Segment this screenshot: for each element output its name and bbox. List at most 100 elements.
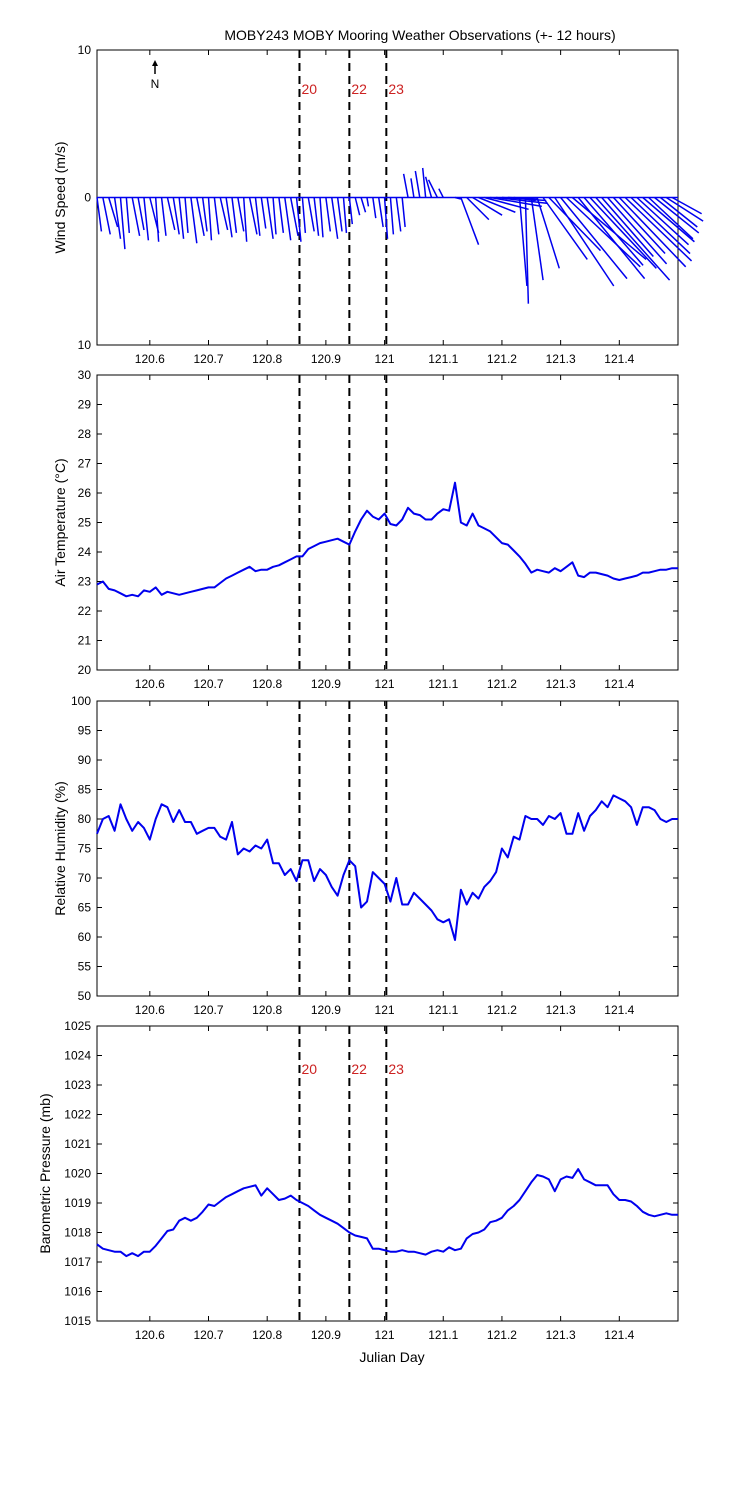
wind-vector xyxy=(642,196,695,243)
marker-label: 22 xyxy=(351,81,367,97)
x-tick-label: 120.7 xyxy=(193,352,223,366)
wind-vector xyxy=(307,197,315,232)
axes-box xyxy=(96,700,679,997)
marker-label: 20 xyxy=(301,81,317,97)
y-tick-label: 85 xyxy=(78,783,92,797)
wind-vector xyxy=(348,197,354,225)
wind-vector xyxy=(530,197,544,281)
series-line xyxy=(96,794,678,941)
wind-vector xyxy=(401,197,406,228)
y-tick-label: 75 xyxy=(78,842,92,856)
y-tick-label: 28 xyxy=(78,427,92,441)
y-tick-label: 65 xyxy=(78,901,92,915)
wind-vector xyxy=(636,196,690,246)
x-tick-label: 121.4 xyxy=(604,352,634,366)
wind-vector xyxy=(225,197,233,238)
y-tick-label: 1021 xyxy=(64,1137,91,1151)
wind-vector xyxy=(595,197,671,281)
wind-vector xyxy=(213,197,220,235)
x-tick-label: 120.8 xyxy=(252,1328,282,1342)
wind-vector xyxy=(295,197,302,242)
x-tick-label: 121.3 xyxy=(546,677,576,691)
y-tick-label: 10 xyxy=(78,338,92,352)
y-tick-label: 55 xyxy=(78,960,92,974)
y-tick-label: 95 xyxy=(78,724,92,738)
y-tick-label: 1019 xyxy=(64,1196,91,1210)
y-tick-label: 24 xyxy=(78,545,92,559)
wind-vector xyxy=(242,197,248,242)
x-tick-label: 120.8 xyxy=(252,352,282,366)
wind-vector xyxy=(659,196,698,228)
wind-vector xyxy=(342,197,348,233)
y-tick-label: 1018 xyxy=(64,1226,91,1240)
panel-4: 120.6 120.7 120.8 120.9 121 121.1 121.2 121.3 12… xyxy=(37,1019,679,1342)
wind-vector xyxy=(196,197,205,236)
x-tick-label: 121.1 xyxy=(428,1328,458,1342)
wind-vector xyxy=(184,197,189,233)
marker-label: 23 xyxy=(388,1061,404,1077)
wind-vector xyxy=(427,179,439,198)
y-tick-label: 1024 xyxy=(64,1049,91,1063)
wind-vector xyxy=(102,197,111,235)
wind-vector xyxy=(618,196,687,268)
wind-vector xyxy=(402,173,409,198)
wind-vector xyxy=(125,197,131,233)
wind-vector xyxy=(607,197,668,265)
wind-vector xyxy=(178,197,185,239)
wind-vector xyxy=(478,196,516,213)
x-tick-label: 120.9 xyxy=(311,1328,341,1342)
y-tick-label: 29 xyxy=(78,398,92,412)
y-tick-label: 100 xyxy=(71,694,91,708)
wind-vector xyxy=(454,196,462,200)
wind-vector xyxy=(284,197,292,241)
wind-vector xyxy=(601,197,654,257)
y-tick-label: 25 xyxy=(78,516,92,530)
wind-vector xyxy=(518,197,528,287)
y-tick-label: 23 xyxy=(78,575,92,589)
y-axis-label: Wind Speed (m/s) xyxy=(52,141,68,253)
x-tick-label: 120.8 xyxy=(252,677,282,691)
wind-vector xyxy=(542,197,588,260)
axes-box xyxy=(96,374,679,671)
wind-vector xyxy=(484,196,529,211)
wind-vector xyxy=(154,197,160,242)
wind-vector xyxy=(131,197,141,236)
y-tick-label: 1023 xyxy=(64,1078,91,1092)
wind-vector xyxy=(96,197,103,232)
north-label: N xyxy=(151,77,160,91)
y-axis-label: Air Temperature (°C) xyxy=(52,458,68,586)
wind-vector xyxy=(108,197,119,228)
y-tick-label: 0 xyxy=(84,191,91,205)
wind-vector xyxy=(319,197,324,238)
x-tick-label: 121.1 xyxy=(428,677,458,691)
wind-vector xyxy=(414,170,421,198)
x-tick-label: 120.6 xyxy=(135,1003,165,1017)
wind-vector xyxy=(336,197,343,232)
wind-vector xyxy=(421,167,427,198)
y-tick-label: 50 xyxy=(78,989,92,1003)
x-tick-label: 120.9 xyxy=(311,677,341,691)
y-tick-label: 90 xyxy=(78,753,92,767)
x-tick-label: 121.2 xyxy=(487,1003,517,1017)
wind-vector xyxy=(612,196,666,255)
marker-label: 20 xyxy=(301,1061,317,1077)
x-tick-label: 120.9 xyxy=(311,1003,341,1017)
north-arrow-head-icon xyxy=(152,60,158,66)
wind-vector xyxy=(395,197,402,232)
wind-vector xyxy=(560,197,628,280)
wind-vector xyxy=(266,197,274,239)
panel-3: 120.6 120.7 120.8 120.9 121 121.1 121.2 121.3 12… xyxy=(52,694,679,1017)
y-axis-label: Barometric Pressure (mb) xyxy=(37,1093,53,1253)
wind-vector xyxy=(166,197,176,231)
y-tick-label: 30 xyxy=(78,368,92,382)
wind-vector xyxy=(201,197,208,232)
x-tick-label: 121 xyxy=(375,1003,395,1017)
wind-vector xyxy=(372,197,377,219)
y-tick-label: 60 xyxy=(78,930,92,944)
y-tick-label: 1025 xyxy=(64,1019,91,1033)
y-tick-label: 80 xyxy=(78,812,92,826)
wind-vector xyxy=(536,197,560,269)
x-tick-label: 121 xyxy=(375,1328,395,1342)
wind-vector xyxy=(583,197,644,266)
